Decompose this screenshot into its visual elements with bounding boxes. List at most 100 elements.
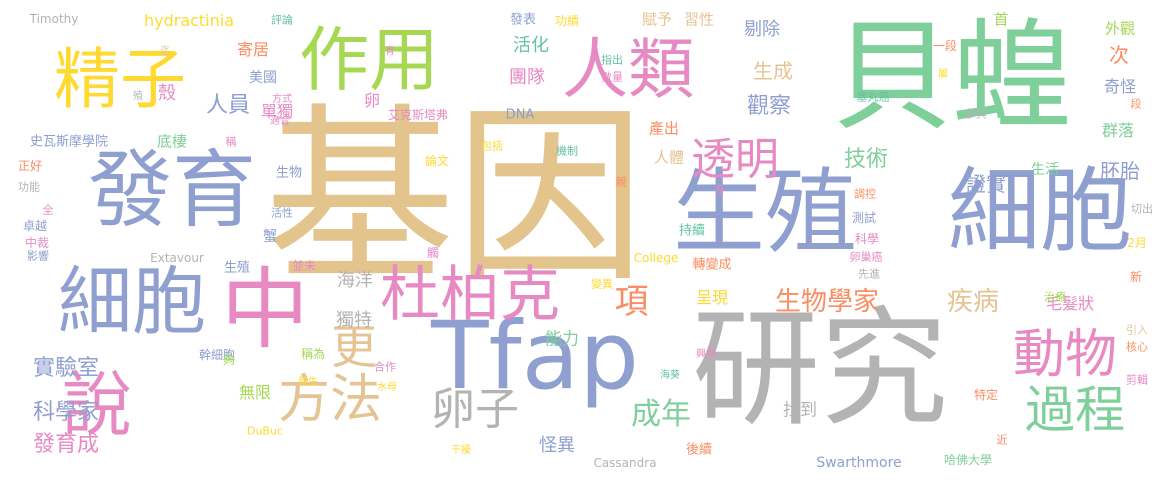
word: 成年 bbox=[631, 397, 691, 432]
word: 卵 bbox=[361, 92, 380, 108]
word: 轉變成 bbox=[692, 257, 732, 273]
word: 正好 bbox=[17, 159, 43, 173]
word: 奇怪 bbox=[1103, 77, 1137, 96]
word: Swarthmore bbox=[816, 455, 902, 471]
word: 後續 bbox=[685, 442, 713, 458]
word: 親 bbox=[615, 175, 627, 189]
word: 剔除 bbox=[744, 19, 780, 40]
word: 觀察 bbox=[746, 94, 792, 119]
word: hydractinia bbox=[143, 11, 235, 30]
word: 基因 bbox=[264, 87, 646, 308]
word: 適合 bbox=[270, 116, 290, 127]
word: 海葵 bbox=[660, 370, 680, 381]
word: 塞丸癌 bbox=[856, 90, 890, 104]
word: 找到 bbox=[783, 400, 817, 421]
word: 2月 bbox=[1127, 236, 1147, 250]
word: 身 bbox=[714, 183, 726, 197]
word: 生成 bbox=[753, 59, 793, 83]
word: 人體 bbox=[653, 148, 685, 167]
word: 產出 bbox=[648, 119, 680, 138]
word: 引入 bbox=[1126, 323, 1148, 337]
word: 機制 bbox=[556, 144, 578, 158]
word: 包括 bbox=[481, 139, 503, 153]
word: 杜柏克 bbox=[380, 260, 560, 330]
word: 變異 bbox=[591, 277, 613, 291]
word: 段 bbox=[1130, 97, 1142, 111]
word: 興趣 bbox=[696, 349, 716, 360]
word: 測試 bbox=[851, 211, 877, 225]
word: 夠 bbox=[222, 353, 236, 367]
word: 功績 bbox=[554, 14, 580, 28]
word: 方式 bbox=[272, 94, 292, 105]
word: 獨特 bbox=[336, 310, 372, 331]
word: 精子 bbox=[54, 41, 186, 118]
word: 論文 bbox=[424, 154, 450, 168]
word: 技術 bbox=[843, 147, 889, 172]
word: 人類 bbox=[562, 31, 694, 108]
word: 新 bbox=[1129, 270, 1143, 284]
word: 科學家 bbox=[32, 400, 100, 425]
word: 評論 bbox=[271, 13, 293, 27]
word: 研究 bbox=[691, 295, 949, 444]
word: 參與 bbox=[965, 107, 987, 121]
word: DuBuc bbox=[246, 424, 284, 438]
word: 單獨 bbox=[260, 102, 294, 121]
word: 發生 bbox=[298, 377, 318, 388]
word: 發育成 bbox=[32, 432, 100, 457]
word: 過程 bbox=[1025, 381, 1125, 439]
word: 治療 bbox=[1044, 290, 1066, 304]
word: 迄 bbox=[160, 46, 170, 57]
word: College bbox=[633, 251, 679, 265]
word: 中裁 bbox=[24, 236, 50, 250]
word: 干擾 bbox=[451, 445, 471, 456]
word: 呈現 bbox=[695, 288, 729, 307]
word: 首 bbox=[993, 10, 1009, 29]
word: 人員 bbox=[205, 93, 251, 118]
word: 說 bbox=[62, 364, 132, 446]
word: 殼 bbox=[155, 83, 176, 101]
word: 透明 bbox=[691, 134, 779, 185]
word: 動物 bbox=[1012, 325, 1118, 385]
word: 核心 bbox=[1126, 340, 1148, 354]
word: 外觀 bbox=[1104, 19, 1136, 38]
word: 持續 bbox=[678, 223, 706, 239]
word: 蟹 bbox=[263, 229, 277, 245]
word: 美國 bbox=[249, 70, 277, 86]
word: 貝蝗 bbox=[832, 8, 1072, 147]
word: 次 bbox=[1109, 43, 1129, 67]
word: 一段 bbox=[932, 39, 958, 53]
word: 生活 bbox=[1031, 162, 1059, 178]
word: 指出 bbox=[601, 53, 623, 67]
word: 生物 bbox=[275, 165, 303, 181]
word: 無限 bbox=[238, 383, 272, 402]
word: 並未 bbox=[291, 259, 317, 273]
word: 活性 bbox=[271, 206, 293, 220]
word: 卵巢癌 bbox=[849, 250, 883, 264]
word: 群落 bbox=[1101, 121, 1135, 140]
word: 海洋 bbox=[337, 270, 373, 291]
word: 稱 bbox=[225, 135, 237, 149]
word: 特定 bbox=[973, 388, 999, 402]
word: 項 bbox=[608, 283, 648, 317]
word: 習性 bbox=[683, 10, 715, 29]
word: 胚胎 bbox=[1100, 159, 1140, 183]
word: 影響 bbox=[27, 249, 49, 263]
word: 底棲 bbox=[156, 132, 188, 151]
word: 生殖 bbox=[672, 159, 858, 266]
word: 生殖 bbox=[223, 260, 251, 276]
word: 艾克斯塔弗 bbox=[387, 108, 449, 122]
word: 毛髮狀 bbox=[1045, 294, 1095, 313]
word: 切出 bbox=[1131, 202, 1153, 216]
word: 發表 bbox=[509, 12, 537, 28]
word: 剪輯 bbox=[1126, 373, 1148, 387]
word: 屬 bbox=[938, 69, 948, 80]
word: Cassandra bbox=[593, 456, 657, 470]
word: 能力 bbox=[545, 329, 579, 350]
word: DNA bbox=[505, 107, 535, 123]
word: 方法 bbox=[277, 370, 383, 430]
word: 發育 bbox=[87, 141, 257, 239]
word: 數量 bbox=[601, 70, 623, 84]
word: Extavour bbox=[150, 251, 204, 265]
word: 哈佛大學 bbox=[943, 453, 993, 467]
